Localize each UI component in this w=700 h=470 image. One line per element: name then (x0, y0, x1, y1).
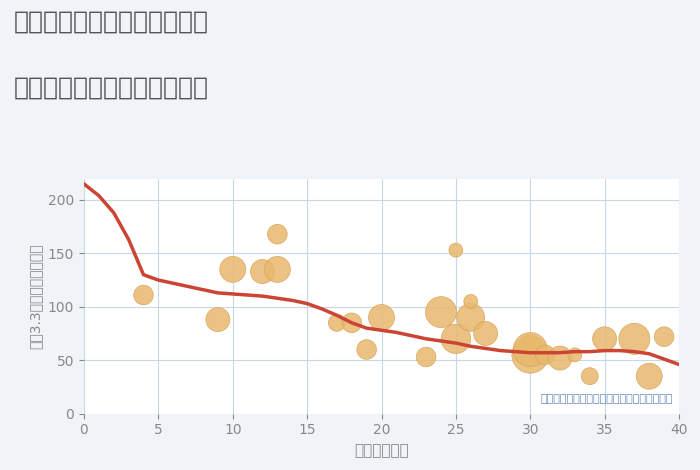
Point (212, 316, 223, 323)
Point (659, 333, 670, 340)
Point (138, 291, 149, 299)
Text: 大阪府大阪市東淀川区北江口: 大阪府大阪市東淀川区北江口 (14, 9, 209, 33)
Point (361, 346, 372, 353)
Point (227, 266, 238, 273)
Point (465, 313, 476, 321)
X-axis label: 築年数（年）: 築年数（年） (354, 443, 409, 458)
Point (331, 319, 342, 327)
Point (346, 319, 357, 327)
Point (257, 268, 268, 275)
Point (629, 335, 640, 343)
Point (540, 351, 551, 359)
Point (465, 298, 476, 305)
Point (569, 351, 580, 359)
Point (450, 246, 461, 254)
Point (525, 346, 536, 353)
Point (450, 335, 461, 343)
Text: 円の大きさは、取引のあった物件面積を示す: 円の大きさは、取引のあった物件面積を示す (540, 394, 673, 404)
Point (376, 313, 387, 321)
Point (272, 266, 283, 273)
Y-axis label: 坪（3.3㎡）単価（万円）: 坪（3.3㎡）単価（万円） (28, 243, 42, 349)
Point (272, 230, 283, 238)
Text: 築年数別中古マンション価格: 築年数別中古マンション価格 (14, 75, 209, 99)
Point (525, 351, 536, 359)
Point (644, 372, 655, 380)
Point (525, 340, 536, 348)
Point (584, 372, 595, 380)
Point (435, 308, 447, 316)
Point (480, 330, 491, 337)
Point (421, 353, 432, 361)
Point (554, 354, 566, 362)
Point (599, 335, 610, 343)
